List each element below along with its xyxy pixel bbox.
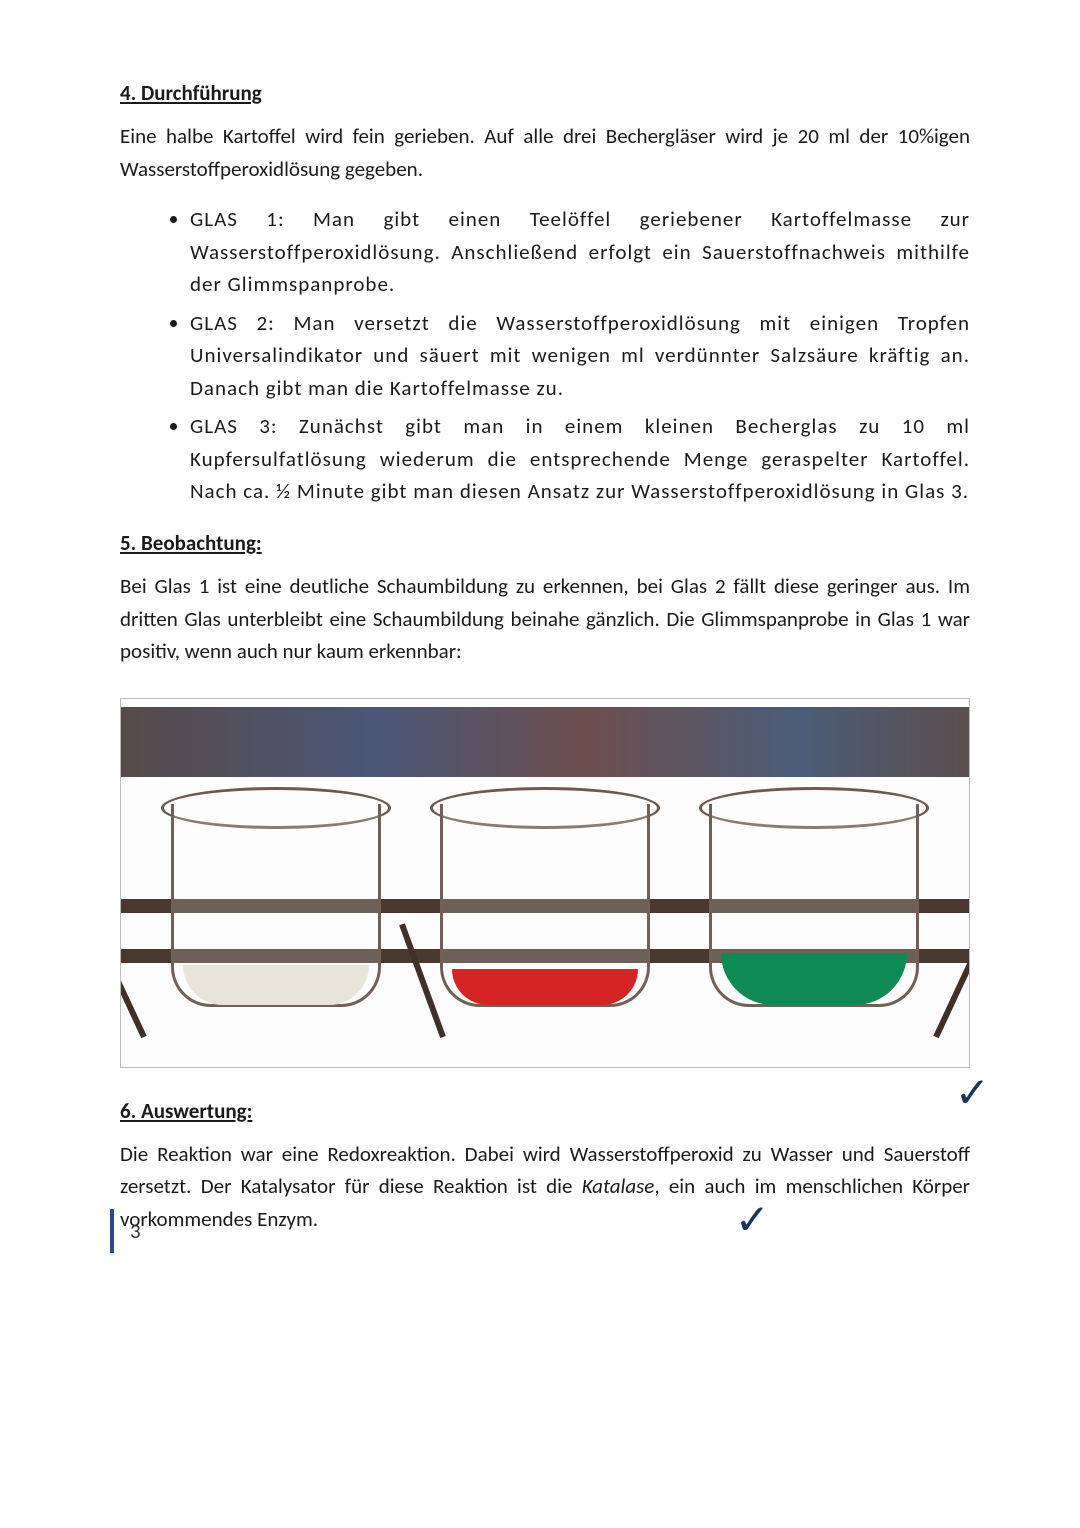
page-number-bar <box>110 1209 114 1253</box>
section-6-text: Die Reaktion war eine Redoxreaktion. Dab… <box>120 1138 970 1236</box>
section-5-heading: 5. Beobachtung: <box>120 530 970 556</box>
beaker-photo-figure <box>120 698 970 1068</box>
figure-stroke <box>399 923 446 1038</box>
beaker-3 <box>699 767 929 1027</box>
beaker-1 <box>161 767 391 1027</box>
checkmark-icon: ✓ <box>955 1068 990 1119</box>
checkmark-row: ✓ <box>120 1088 970 1098</box>
figure-stroke <box>120 927 146 1038</box>
list-item: GLAS 2: Man versetzt die Wasserstoffpero… <box>190 307 970 405</box>
list-item: GLAS 1: Man gibt einen Teelöffel geriebe… <box>190 203 970 301</box>
page-number-wrap: 3 <box>110 1209 141 1253</box>
section-6-heading: 6. Auswertung: <box>120 1098 970 1124</box>
section-4-intro: Eine halbe Kartoffel wird fein gerieben.… <box>120 120 970 185</box>
document-page: 4. Durchführung Eine halbe Kartoffel wir… <box>0 0 1080 1293</box>
list-item: GLAS 3: Zunächst gibt man in einem klein… <box>190 410 970 508</box>
list-item-text: GLAS 2: Man versetzt die Wasserstoffpero… <box>190 310 970 401</box>
beaker-liquid <box>452 969 638 1005</box>
beaker-liquid <box>721 953 907 1005</box>
checkmark-icon: ✓ <box>735 1188 770 1253</box>
section-6-italic: Katalase <box>582 1173 655 1199</box>
beaker-liquid <box>183 965 369 1005</box>
section-5-text: Bei Glas 1 ist eine deutliche Schaumbild… <box>120 570 970 668</box>
list-item-text: GLAS 1: Man gibt einen Teelöffel geriebe… <box>190 206 970 297</box>
list-item-text: GLAS 3: Zunächst gibt man in einem klein… <box>190 413 970 504</box>
figure-stroke <box>934 927 970 1038</box>
beaker-2 <box>430 767 660 1027</box>
page-number: 3 <box>130 1218 141 1244</box>
section-4-heading: 4. Durchführung <box>120 80 970 106</box>
beaker-row <box>141 739 949 1027</box>
section-4-list: GLAS 1: Man gibt einen Teelöffel geriebe… <box>120 203 970 508</box>
